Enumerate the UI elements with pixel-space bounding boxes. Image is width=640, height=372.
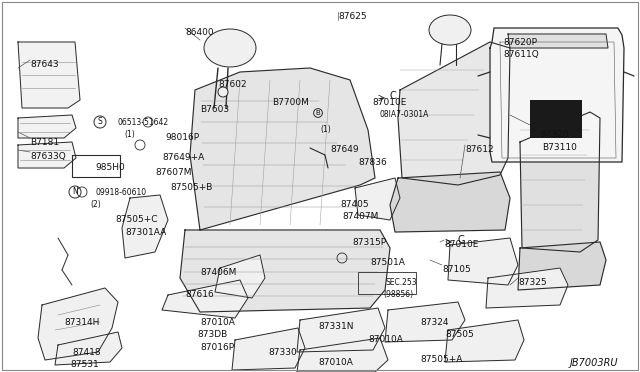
Text: 87531: 87531 [70,360,99,369]
Text: 87611Q: 87611Q [503,50,539,59]
Text: 87620P: 87620P [503,38,537,47]
Text: 87501A: 87501A [370,258,405,267]
Text: 87315P: 87315P [352,238,386,247]
Polygon shape [162,280,248,318]
Ellipse shape [429,15,471,45]
Polygon shape [38,288,118,360]
Text: B: B [316,110,321,116]
Text: C: C [390,91,397,101]
Text: (1): (1) [321,125,332,134]
Text: B7603: B7603 [200,105,229,114]
Text: 06513-51642: 06513-51642 [118,118,169,127]
Polygon shape [18,42,80,108]
Text: 87836: 87836 [358,158,387,167]
Text: JB7003RU: JB7003RU [570,358,618,368]
Text: 87607M: 87607M [155,168,191,177]
Text: 87505+A: 87505+A [420,355,462,364]
Text: 87602: 87602 [218,80,246,89]
Text: 87105: 87105 [442,265,471,274]
Polygon shape [355,178,400,220]
Text: 87010E: 87010E [444,240,478,249]
Text: B73110: B73110 [542,143,577,152]
Polygon shape [18,142,76,168]
Text: 87405: 87405 [340,200,369,209]
Polygon shape [190,68,375,230]
Circle shape [218,87,228,97]
Polygon shape [297,338,388,372]
Polygon shape [390,172,510,232]
Polygon shape [448,238,518,285]
Text: 87010A: 87010A [368,335,403,344]
Polygon shape [18,115,76,138]
Text: 08IA7-0301A: 08IA7-0301A [380,110,429,119]
Text: 87314H: 87314H [64,318,99,327]
Text: 87320: 87320 [540,130,568,139]
Polygon shape [180,230,390,312]
Text: 87505+B: 87505+B [170,183,212,192]
Text: C: C [457,235,464,245]
Text: 873DB: 873DB [197,330,227,339]
Text: 985H0: 985H0 [95,163,125,172]
Text: 87301AA: 87301AA [125,228,166,237]
Text: 87010A: 87010A [200,318,235,327]
Polygon shape [55,332,122,365]
Text: 87330: 87330 [268,348,297,357]
Text: 87616: 87616 [185,290,214,299]
Text: 87649+A: 87649+A [162,153,204,162]
Polygon shape [385,302,465,342]
Text: 87016P: 87016P [200,343,234,352]
Polygon shape [122,195,168,258]
Text: (2): (2) [90,200,100,209]
Text: 87649: 87649 [330,145,358,154]
Text: 98016P: 98016P [165,133,199,142]
Text: 87010A: 87010A [318,358,353,367]
Text: 09918-60610: 09918-60610 [96,188,147,197]
Polygon shape [297,308,385,352]
Text: 87505+C: 87505+C [115,215,157,224]
Text: 87625: 87625 [338,12,367,21]
Text: SEC.253: SEC.253 [385,278,417,287]
Text: B7181: B7181 [30,138,59,147]
Polygon shape [490,28,624,162]
Text: S: S [98,118,102,126]
Text: 87643: 87643 [30,60,59,69]
Text: 87331N: 87331N [318,322,353,331]
Text: 87407M: 87407M [342,212,378,221]
Text: 87612: 87612 [465,145,493,154]
Polygon shape [232,328,305,370]
Polygon shape [398,42,510,185]
Polygon shape [486,268,568,308]
Text: 87324: 87324 [420,318,449,327]
Polygon shape [518,242,606,290]
Text: 87505: 87505 [445,330,474,339]
Text: 87325: 87325 [518,278,547,287]
Bar [530,100,582,138]
Text: 87633Q: 87633Q [30,152,66,161]
Bar [72,155,120,177]
Polygon shape [445,320,524,362]
Bar [358,272,416,294]
Text: (1): (1) [124,130,135,139]
Text: 87010E: 87010E [372,98,406,107]
Ellipse shape [204,29,256,67]
Text: 87418: 87418 [72,348,100,357]
Polygon shape [508,34,608,48]
Text: 87406M: 87406M [200,268,236,277]
Text: (98856): (98856) [383,290,413,299]
Text: B7700M: B7700M [272,98,309,107]
Text: 86400: 86400 [185,28,214,37]
Polygon shape [215,255,265,298]
Polygon shape [520,112,600,252]
Text: N: N [72,187,78,196]
